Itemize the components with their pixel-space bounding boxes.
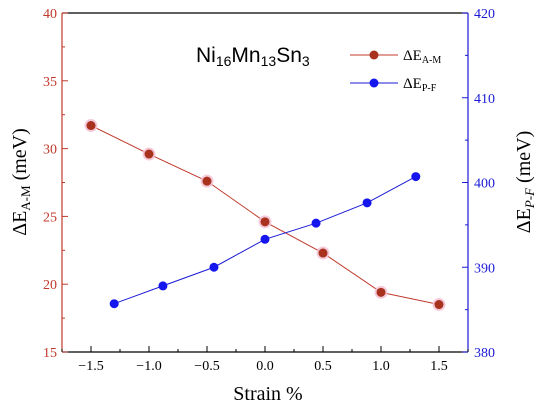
title-part: Sn bbox=[276, 44, 302, 67]
y-tick-label-left: 20 bbox=[43, 278, 57, 293]
data-point-b bbox=[311, 218, 321, 228]
ylabel-left-delta: ΔE bbox=[9, 211, 31, 236]
x-tick-label: 1.5 bbox=[430, 359, 448, 374]
y-tick-label-right: 400 bbox=[474, 177, 495, 192]
ylabel-left-unit: (meV) bbox=[9, 128, 31, 185]
legend-entry-b: ΔEP-F bbox=[350, 76, 437, 94]
title-subscript: 16 bbox=[216, 53, 232, 69]
title-part: Mn bbox=[231, 44, 260, 67]
y-tick-label-left: 35 bbox=[43, 75, 57, 90]
x-tick-label: 0.0 bbox=[256, 359, 274, 374]
y-tick-label-left: 25 bbox=[43, 210, 57, 225]
legend-marker-a bbox=[369, 50, 379, 60]
y-tick-label-right: 390 bbox=[474, 261, 495, 276]
plot-area: −1.5 −1.0 −0.5 0.0 0.5 1.0 1.5 15 20 25 30 35 40 380 3… bbox=[43, 7, 495, 374]
ylabel-right-sub: P-F bbox=[522, 187, 537, 209]
ylabel-right-unit: (meV) bbox=[513, 131, 535, 188]
title-subscript: 13 bbox=[261, 53, 277, 69]
data-point-b bbox=[158, 281, 168, 291]
title-subscript: 3 bbox=[302, 53, 310, 69]
x-axis-label: Strain % bbox=[233, 383, 302, 405]
legend-entry-a: ΔEA-M bbox=[350, 48, 441, 66]
y-tick-label-right: 410 bbox=[474, 92, 495, 107]
x-tick-label: −1.0 bbox=[136, 359, 161, 374]
data-point-b bbox=[260, 234, 270, 244]
y-axis-label-left: ΔEA-M (meV) bbox=[9, 128, 33, 236]
legend-a-delta: ΔE bbox=[403, 48, 422, 64]
legend-b-delta: ΔE bbox=[403, 76, 422, 92]
legend-label-a: ΔEA-M bbox=[403, 48, 441, 66]
data-point-a bbox=[260, 217, 270, 227]
ylabel-right-delta: ΔE bbox=[513, 208, 535, 233]
y-tick-label-left: 30 bbox=[43, 143, 57, 158]
legend-label-b: ΔEP-F bbox=[403, 76, 437, 94]
data-point-a bbox=[434, 300, 444, 310]
y-axis-label-right: ΔEP-F (meV) bbox=[513, 131, 537, 234]
y-tick-label-left: 40 bbox=[43, 7, 57, 22]
data-point-b bbox=[209, 262, 219, 272]
data-point-a bbox=[202, 176, 212, 186]
legend-marker-b bbox=[369, 78, 379, 88]
legend-a-sub: A-M bbox=[422, 55, 442, 66]
y-tick-label-right: 380 bbox=[474, 346, 495, 361]
legend-b-sub: P-F bbox=[422, 83, 437, 94]
x-tick-label: 1.0 bbox=[372, 359, 390, 374]
y-tick-label-right: 420 bbox=[474, 7, 495, 22]
data-point-a bbox=[144, 149, 154, 159]
title-part: Ni bbox=[196, 44, 216, 67]
data-point-a bbox=[376, 287, 386, 297]
data-point-b bbox=[109, 299, 119, 309]
chart-title: Ni16Mn13Sn3 bbox=[196, 44, 310, 69]
data-point-a bbox=[318, 248, 328, 258]
x-tick-label: 0.5 bbox=[314, 359, 332, 374]
x-tick-label: −0.5 bbox=[194, 359, 219, 374]
y-tick-label-left: 15 bbox=[43, 346, 57, 361]
data-point-a bbox=[86, 121, 96, 131]
x-tick-label: −1.5 bbox=[78, 359, 103, 374]
legend: ΔEA-M ΔEP-F bbox=[350, 48, 441, 94]
data-point-b bbox=[411, 172, 421, 182]
ylabel-left-sub: A-M bbox=[18, 185, 33, 211]
data-point-b bbox=[362, 198, 372, 208]
